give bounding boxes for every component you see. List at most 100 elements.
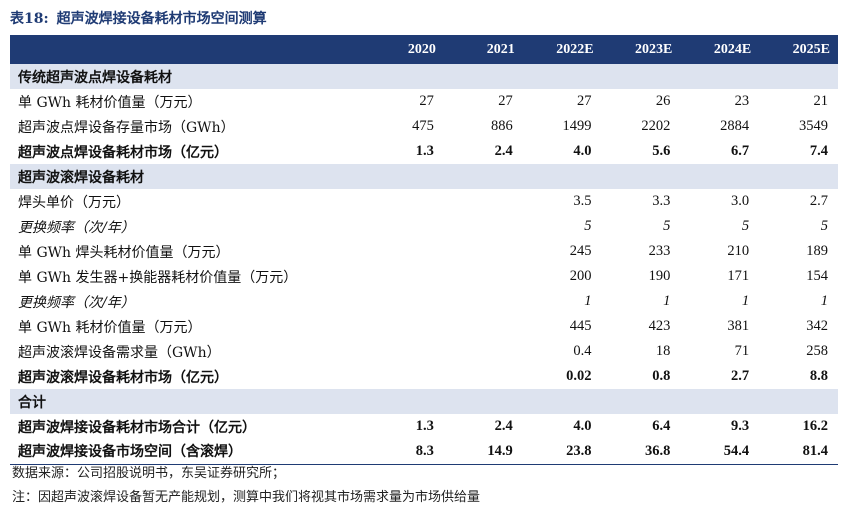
- value-cell: [759, 64, 838, 89]
- value-cell: 210: [727, 243, 750, 259]
- value-cell: 1: [663, 293, 671, 309]
- value-cell: 1: [741, 293, 750, 309]
- row-label: 超声波点焊设备耗材市场（亿元）: [18, 144, 228, 161]
- row-label: 超声波焊接设备市场空间（含滚焊）: [10, 439, 366, 465]
- row-label: 合计: [18, 394, 46, 411]
- table-number: 表18:: [10, 11, 49, 27]
- value-cell: [680, 389, 759, 414]
- value-cell: 0.8: [652, 368, 671, 384]
- value-cell: 258: [806, 343, 828, 359]
- header-row: 2020 2021 2022E 2023E 2024E 2025E: [10, 35, 838, 64]
- header-cell-label: [10, 35, 365, 64]
- value-cell: [444, 339, 523, 364]
- table-row: 超声波滚焊设备耗材市场（亿元） 0.02 0.8 2.7 8.8: [10, 364, 838, 389]
- row-label: 超声波滚焊设备耗材: [18, 169, 144, 186]
- value-cell: 2884: [720, 118, 750, 134]
- value-cell: 2.4: [494, 418, 513, 434]
- table-row: 超声波焊接设备市场空间（含滚焊） 8.3 14.9 23.8 36.8 54.4 81.4: [10, 439, 838, 465]
- value-cell: 4.0: [573, 418, 592, 434]
- row-label: 单 GWh 耗材价值量（万元）: [18, 94, 202, 111]
- row-label: 更换频率（次/年）: [18, 294, 135, 311]
- table-row: 单 GWh 耗材价值量（万元） 445 423 381 342: [10, 314, 838, 339]
- header-cell-2021: 2021: [486, 41, 515, 57]
- value-cell: 1.3: [415, 418, 434, 434]
- value-cell: [444, 389, 523, 414]
- value-cell: [759, 164, 838, 189]
- value-cell: [444, 364, 523, 389]
- table-row: 超声波焊接设备耗材市场合计（亿元） 1.3 2.4 4.0 6.4 9.3 16.2: [10, 414, 838, 439]
- value-cell: [365, 289, 444, 314]
- value-cell: 171: [727, 268, 750, 284]
- value-cell: 23: [734, 93, 750, 109]
- footnote: 注：因超声波滚焊设备暂无产能规划，测算中我们将视其市场需求量为市场供给量: [12, 490, 481, 505]
- value-cell: 71: [734, 343, 750, 359]
- value-cell: [444, 189, 523, 214]
- value-cell: 1499: [562, 118, 592, 134]
- section-row: 传统超声波点焊设备耗材: [10, 64, 838, 89]
- value-cell: 2.7: [809, 193, 828, 209]
- value-cell: [523, 64, 602, 89]
- header-cell-2023e: 2023E: [635, 41, 673, 57]
- value-cell: [365, 339, 444, 364]
- value-cell: 154: [806, 268, 828, 284]
- value-cell: 0.02: [566, 368, 592, 384]
- table-row: 更换频率（次/年） 5 5 5 5: [10, 214, 838, 239]
- value-cell: 1: [820, 293, 828, 309]
- value-cell: [680, 64, 759, 89]
- row-label: 超声波焊接设备耗材市场合计（亿元）: [18, 419, 256, 436]
- value-cell: [365, 314, 444, 339]
- value-cell: 6.7: [731, 143, 750, 159]
- value-cell: 14.9: [443, 439, 523, 465]
- value-cell: [365, 364, 444, 389]
- value-cell: [444, 214, 523, 239]
- value-cell: 381: [727, 318, 750, 334]
- value-cell: 23.8: [522, 439, 602, 465]
- header-cell-2024e: 2024E: [713, 41, 752, 57]
- value-cell: 3549: [799, 118, 828, 134]
- value-cell: 27: [419, 93, 434, 109]
- value-cell: 3.0: [731, 193, 750, 209]
- row-label: 超声波滚焊设备耗材市场（亿元）: [18, 369, 228, 386]
- value-cell: [444, 289, 523, 314]
- value-cell: 5: [584, 218, 592, 234]
- value-cell: [523, 389, 602, 414]
- row-label: 超声波点焊设备存量市场（GWh）: [18, 119, 235, 136]
- value-cell: 4.0: [573, 143, 592, 159]
- value-cell: [680, 164, 759, 189]
- value-cell: 54.4: [680, 439, 760, 465]
- value-cell: 233: [648, 243, 671, 259]
- value-cell: 5.6: [652, 143, 671, 159]
- table-row: 超声波点焊设备存量市场（GWh） 475 886 1499 2202 2884 3549: [10, 114, 838, 139]
- value-cell: 1.3: [415, 143, 434, 159]
- value-cell: [444, 164, 523, 189]
- value-cell: 245: [569, 243, 592, 259]
- value-cell: 445: [569, 318, 592, 334]
- value-cell: 475: [412, 118, 434, 134]
- value-cell: 3.3: [652, 193, 671, 209]
- row-label: 单 GWh 焊头耗材价值量（万元）: [18, 244, 230, 261]
- value-cell: 8.8: [809, 368, 828, 384]
- section-row: 合计: [10, 389, 838, 414]
- value-cell: 2202: [641, 118, 671, 134]
- value-cell: [444, 239, 523, 264]
- value-cell: [365, 264, 444, 289]
- value-cell: 1: [584, 293, 592, 309]
- value-cell: [444, 314, 523, 339]
- value-cell: 27: [577, 93, 592, 109]
- row-label: 单 GWh 耗材价值量（万元）: [18, 319, 202, 336]
- data-table: 2020 2021 2022E 2023E 2024E 2025E 传统超声波点…: [10, 35, 838, 465]
- value-cell: 2.7: [731, 368, 750, 384]
- value-cell: 3.5: [573, 193, 592, 209]
- header-cell-2025e: 2025E: [792, 41, 830, 57]
- table-row: 更换频率（次/年） 1 1 1 1: [10, 289, 838, 314]
- section-row: 超声波滚焊设备耗材: [10, 164, 838, 189]
- value-cell: 342: [806, 318, 828, 334]
- value-cell: [365, 164, 444, 189]
- value-cell: 423: [648, 318, 671, 334]
- row-label: 超声波滚焊设备需求量（GWh）: [18, 344, 221, 361]
- row-label: 更换频率（次/年）: [18, 219, 135, 236]
- value-cell: [759, 389, 838, 414]
- value-cell: 5: [663, 218, 671, 234]
- value-cell: [365, 64, 444, 89]
- value-cell: [444, 64, 523, 89]
